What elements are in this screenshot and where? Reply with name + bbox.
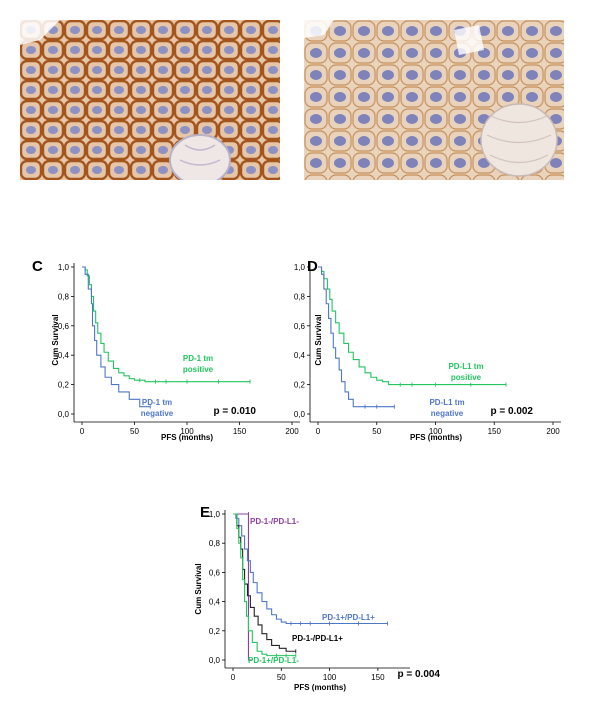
x-tick-label: 100 xyxy=(180,427,194,436)
x-tick-label: 100 xyxy=(429,427,443,436)
series-label: PD-1+/PD-L1+ xyxy=(322,613,375,622)
km-series-line xyxy=(318,266,506,386)
y-tick-label: 0,4 xyxy=(209,598,221,607)
y-tick-label: 0,8 xyxy=(58,292,70,301)
y-axis-label: Cum Survival xyxy=(314,314,323,365)
x-tick-label: 150 xyxy=(488,427,502,436)
x-tick-label: 50 xyxy=(277,673,286,682)
y-tick-label: 0,6 xyxy=(58,322,70,331)
km-chart-c: 0,0 0,2 0,4 0,6 0,8 1,0 0 50 100 150 200 PFS (month… xyxy=(51,263,300,442)
x-tick-label: 200 xyxy=(546,427,560,436)
x-tick-label: 0 xyxy=(231,673,236,682)
series-label: PD-1-/PD-L1+ xyxy=(292,634,343,643)
x-tick-label: 0 xyxy=(80,427,85,436)
y-tick-label: 1,0 xyxy=(209,510,221,519)
x-axis-label: PFS (months) xyxy=(410,433,462,442)
series-label: PD-1-/PD-L1- xyxy=(250,517,299,526)
series-label: positive xyxy=(183,365,214,374)
km-series-line xyxy=(233,513,296,652)
y-tick-label: 0,0 xyxy=(294,410,306,419)
y-tick-label: 1,0 xyxy=(294,263,306,272)
km-series-line xyxy=(233,513,253,661)
series-label: PD-1 tm xyxy=(142,398,172,407)
series-label: PD-L1 tm xyxy=(448,362,483,371)
series-label: positive xyxy=(451,373,482,382)
km-series-line xyxy=(233,513,296,657)
km-series-line xyxy=(82,266,250,383)
ihc-micrograph-b xyxy=(304,20,564,180)
x-tick-label: 100 xyxy=(323,673,337,682)
x-tick-label: 50 xyxy=(372,427,381,436)
series-label: PD-L1 tm xyxy=(429,398,464,407)
x-axis-label: PFS (months) xyxy=(161,433,213,442)
p-value-label: p = 0.002 xyxy=(490,406,533,417)
y-tick-label: 0,4 xyxy=(294,351,306,360)
y-tick-label: 0,2 xyxy=(294,381,306,390)
km-chart-d: 0,0 0,2 0,4 0,6 0,8 1,0 0 50 100 150 200 PFS (month… xyxy=(294,263,561,442)
y-tick-label: 1,0 xyxy=(58,263,70,272)
p-value-label: p = 0.004 xyxy=(397,669,440,680)
series-label: PD-1+/PD-L1- xyxy=(248,656,299,665)
x-tick-label: 150 xyxy=(371,673,385,682)
y-tick-label: 0,4 xyxy=(58,351,70,360)
series-label: negative xyxy=(141,409,174,418)
km-series-line xyxy=(233,513,388,625)
km-chart-e: 0,0 0,2 0,4 0,6 0,8 1,0 0 50 100 150 PFS (months) C… xyxy=(194,510,440,692)
y-tick-label: 0,6 xyxy=(209,568,221,577)
series-label: negative xyxy=(431,409,464,418)
y-tick-label: 0,8 xyxy=(294,292,306,301)
x-tick-label: 0 xyxy=(316,427,321,436)
km-series-line xyxy=(82,266,151,408)
y-axis-label: Cum Survival xyxy=(194,563,203,614)
p-value-label: p = 0.010 xyxy=(213,406,256,417)
y-axis-label: Cum Survival xyxy=(51,314,60,365)
y-tick-label: 0,0 xyxy=(58,410,70,419)
panel-label-c: C xyxy=(32,258,43,275)
y-tick-label: 0,6 xyxy=(294,322,306,331)
y-tick-label: 0,0 xyxy=(209,656,221,665)
y-tick-label: 0,8 xyxy=(209,539,221,548)
x-axis-label: PFS (months) xyxy=(294,683,346,692)
y-tick-label: 0,2 xyxy=(58,381,70,390)
series-label: PD-1 tm xyxy=(183,354,213,363)
x-tick-label: 150 xyxy=(233,427,247,436)
ihc-image-b xyxy=(304,20,564,180)
y-tick-label: 0,2 xyxy=(209,627,221,636)
ihc-micrograph-a xyxy=(20,20,280,180)
x-tick-label: 200 xyxy=(285,427,299,436)
panel-label-e: E xyxy=(200,504,211,521)
km-series-line xyxy=(318,266,395,408)
x-tick-label: 50 xyxy=(130,427,139,436)
ihc-image-a xyxy=(20,20,280,180)
panel-label-d: D xyxy=(307,258,318,275)
